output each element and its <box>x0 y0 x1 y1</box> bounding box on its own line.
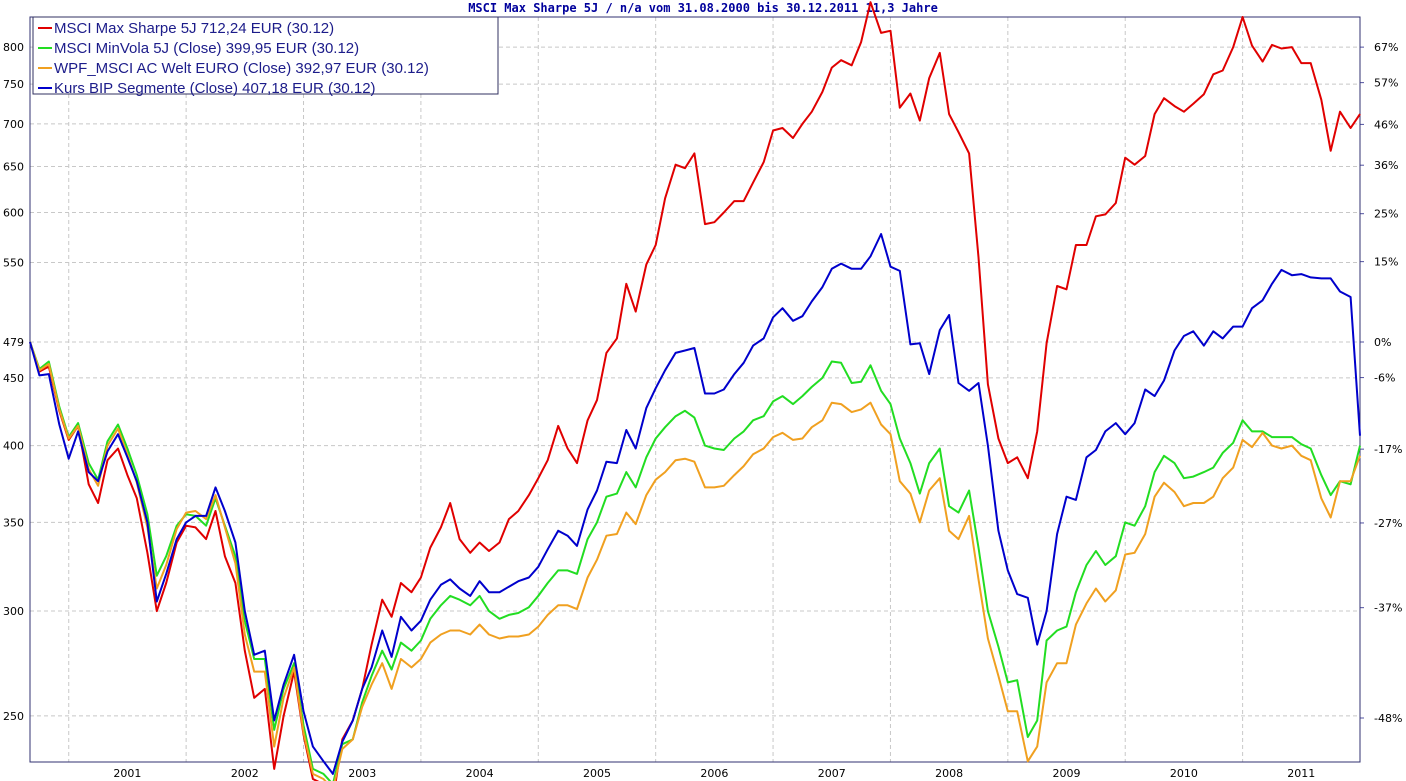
y-right-tick-label: 46% <box>1374 118 1398 131</box>
y-right-tick-label: 67% <box>1374 41 1398 54</box>
y-right-tick-label: 15% <box>1374 256 1398 269</box>
y-right-tick-label: -6% <box>1374 372 1395 385</box>
y-right-tick-label: -37% <box>1374 602 1402 615</box>
x-tick-label: 2002 <box>231 767 259 780</box>
legend-entry: MSCI Max Sharpe 5J 712,24 EUR (30.12) <box>54 20 334 37</box>
y-right-tick-label: 25% <box>1374 208 1398 221</box>
y-tick-label: 800 <box>3 41 24 54</box>
y-tick-label: 700 <box>3 118 24 131</box>
y-right-tick-label: 36% <box>1374 159 1398 172</box>
legend-box <box>32 16 499 95</box>
y-right-tick-label: -48% <box>1374 712 1402 725</box>
x-tick-label: 2005 <box>583 767 611 780</box>
y-axis-left: 250 300 350 400 450 479 550 600 650 700 750 800 <box>3 41 1360 723</box>
y-tick-label: 350 <box>3 516 24 529</box>
y-tick-label: 450 <box>3 372 24 385</box>
y-right-tick-label: -17% <box>1374 443 1402 456</box>
legend-entry: WPF_MSCI AC Welt EURO (Close) 392,97 EUR… <box>54 60 429 77</box>
series-line-2 <box>29 341 1361 781</box>
series-line-3 <box>29 341 1361 781</box>
x-tick-label: 2010 <box>1170 767 1198 780</box>
x-tick-label: 2008 <box>935 767 963 780</box>
y-right-tick-label: -27% <box>1374 517 1402 530</box>
legend: MSCI Max Sharpe 5J 712,24 EUR (30.12) MSC… <box>32 16 499 97</box>
x-tick-label: 2009 <box>1053 767 1081 780</box>
y-tick-label: 750 <box>3 78 24 91</box>
chart-title: MSCI Max Sharpe 5J / n/a vom 31.08.2000 … <box>468 1 938 15</box>
y-tick-label: 300 <box>3 605 24 618</box>
y-tick-label: 600 <box>3 206 24 219</box>
plot-area <box>30 17 1360 762</box>
x-tick-label: 2007 <box>818 767 846 780</box>
x-tick-label: 2003 <box>348 767 376 780</box>
legend-entry: Kurs BIP Segmente (Close) 407,18 EUR (30… <box>54 80 376 97</box>
x-tick-label: 2006 <box>700 767 728 780</box>
y-tick-label: 400 <box>3 440 24 453</box>
series-line-4 <box>29 233 1361 775</box>
y-axis-right: 67% 57% 46% 36% 25% 15% 0% -6% -17% -27% -37% -48% <box>1360 41 1402 725</box>
x-tick-label: 2011 <box>1287 767 1315 780</box>
y-tick-label: 650 <box>3 160 24 173</box>
x-tick-label: 2001 <box>113 767 141 780</box>
plot-border <box>29 16 1361 763</box>
series-line-1 <box>29 1 1361 781</box>
y-tick-label: 550 <box>3 257 24 270</box>
y-tick-label: 250 <box>3 710 24 723</box>
y-tick-label: 479 <box>3 336 24 349</box>
x-axis: 2001 2002 2003 2004 2005 2006 2007 2008 2009 2010… <box>68 17 1315 780</box>
y-right-tick-label: 57% <box>1374 77 1398 90</box>
x-tick-label: 2004 <box>466 767 494 780</box>
legend-entry: MSCI MinVola 5J (Close) 399,95 EUR (30.1… <box>54 40 359 57</box>
y-right-tick-label: 0% <box>1374 336 1391 349</box>
